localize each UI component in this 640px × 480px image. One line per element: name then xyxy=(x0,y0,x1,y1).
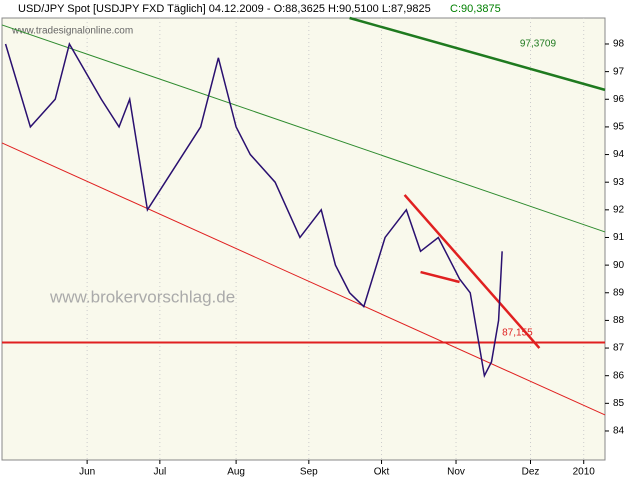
y-tick-label: 96 xyxy=(613,94,625,105)
y-tick-label: 94 xyxy=(613,149,625,160)
y-tick-label: 92 xyxy=(613,204,625,215)
y-tick-label: 91 xyxy=(613,232,625,243)
annotation: 97,3709 xyxy=(520,39,557,50)
x-tick-label: Aug xyxy=(227,467,245,478)
y-tick-label: 90 xyxy=(613,260,625,271)
trend-line xyxy=(349,16,606,92)
y-tick-label: 88 xyxy=(613,315,625,326)
y-tick-label: 98 xyxy=(613,39,625,50)
price-line xyxy=(4,42,503,379)
x-tick-label: Okt xyxy=(374,467,390,478)
annotation: 87,155 xyxy=(502,327,533,338)
x-tick-label: Jul xyxy=(153,467,166,478)
chart-title: USD/JPY Spot [USDJPY FXD Täglich] 04.12.… xyxy=(18,3,431,15)
watermark: www.tradesignalonline.com xyxy=(11,26,133,37)
x-tick-label: Nov xyxy=(447,467,465,478)
watermark: www.brokervorschlag.de xyxy=(49,287,235,306)
y-tick-label: 89 xyxy=(613,287,625,298)
trend-line xyxy=(403,194,541,349)
trend-line xyxy=(1,142,606,416)
y-tick-label: 87 xyxy=(613,343,625,354)
y-tick-label: 84 xyxy=(613,426,625,437)
x-tick-label: Jun xyxy=(79,467,95,478)
close-label: C:90,3875 xyxy=(450,3,501,15)
x-tick-label: Dez xyxy=(522,467,540,478)
trend-line xyxy=(420,270,460,284)
trend-line xyxy=(1,24,606,233)
y-tick-label: 97 xyxy=(613,66,625,77)
y-tick-label: 95 xyxy=(613,122,625,133)
y-tick-label: 86 xyxy=(613,370,625,381)
y-tick-label: 85 xyxy=(613,398,625,409)
plot-area xyxy=(1,17,606,461)
x-tick-label: Sep xyxy=(300,467,318,478)
x-tick-label: 2010 xyxy=(573,467,596,478)
y-tick-label: 93 xyxy=(613,177,625,188)
